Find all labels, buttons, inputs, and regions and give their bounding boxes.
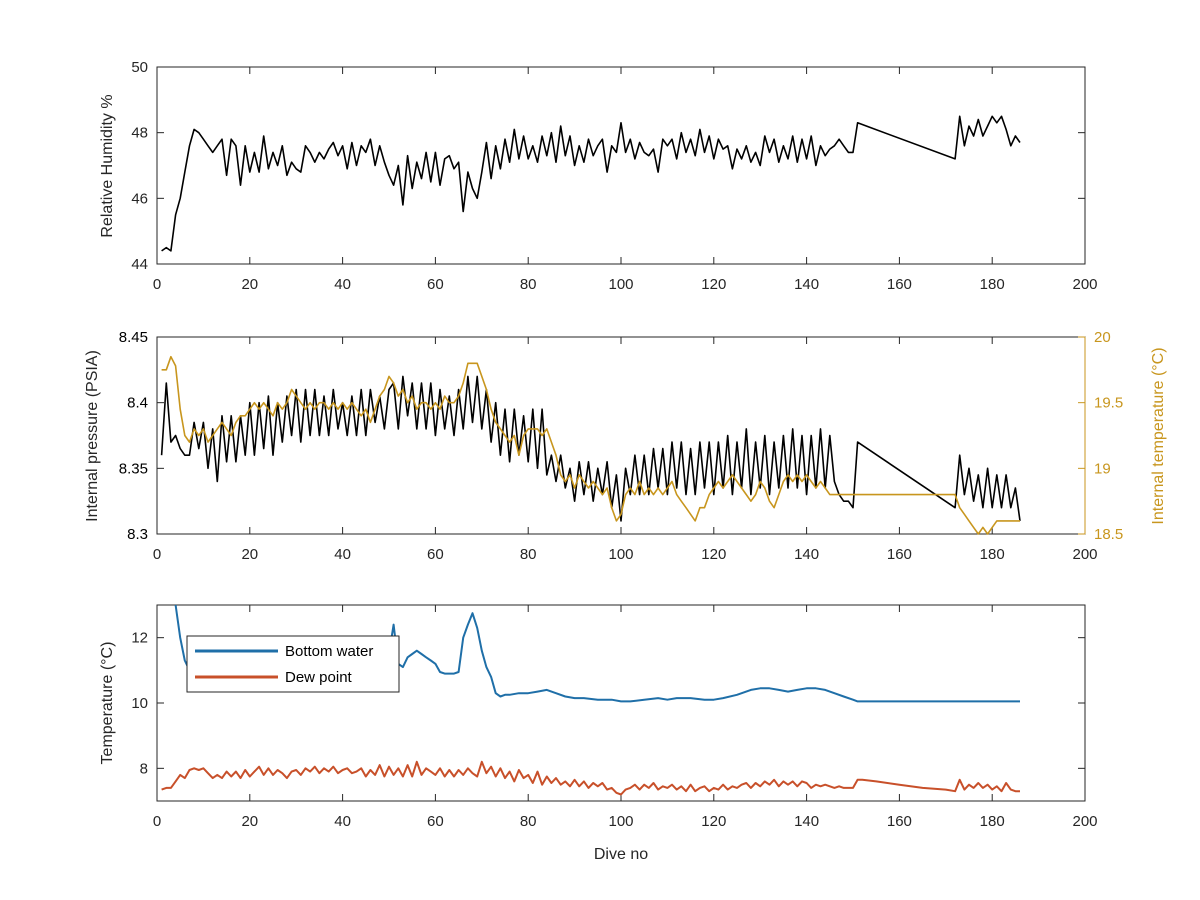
pressure-panel: 0 20 40 60 80 100 120 140 160 180 200 8.38.358.48.… xyxy=(84,329,1167,563)
temperature-right-y-tick-label: 19.5 xyxy=(1094,395,1123,412)
temperature-y-tick-label: 8 xyxy=(140,760,148,777)
humidity-y-tick-label: 50 xyxy=(131,59,148,76)
temperature-x-tick-label: 120 xyxy=(701,813,726,830)
pressure-x-tick-label: 60 xyxy=(427,546,444,563)
pressure-x-tick-label: 120 xyxy=(701,546,726,563)
legend-label-dew-point: Dew point xyxy=(285,669,353,686)
humidity-y-axis-label: Relative Humidity % xyxy=(99,94,116,237)
humidity-x-ticks: 0 20 40 60 80 100 120 140 160 180 200 xyxy=(153,67,1098,293)
pressure-series-1-line xyxy=(161,355,1020,535)
humidity-y-tick-label: 48 xyxy=(131,125,148,142)
legend-label-bottom-water: Bottom water xyxy=(285,643,373,660)
temperature-right-y-tick-label: 20 xyxy=(1094,329,1111,346)
pressure-x-tick-label: 200 xyxy=(1072,546,1097,563)
temperature-x-tick-label: 160 xyxy=(887,813,912,830)
pressure-y-tick-label: 8.3 xyxy=(127,526,148,543)
temperature-right-y-tick-label: 19 xyxy=(1094,460,1111,477)
legend: Bottom water Dew point xyxy=(186,635,400,693)
pressure-y-ticks: 8.3 8.35 8.4 8.45 xyxy=(119,329,164,543)
pressure-y-tick-label: 8.4 xyxy=(127,395,148,412)
humidity-x-tick-label: 80 xyxy=(520,276,537,293)
humidity-x-tick-label: 60 xyxy=(427,276,444,293)
humidity-x-tick-label: 0 xyxy=(153,276,161,293)
pressure-x-tick-label: 140 xyxy=(794,546,819,563)
legend-box xyxy=(186,635,400,693)
pressure-series-0-line xyxy=(160,375,1021,522)
pressure-x-tick-label: 100 xyxy=(608,546,633,563)
pressure-x-tick-label: 20 xyxy=(241,546,258,563)
temperature-right-y-tick-label: 18.5 xyxy=(1094,526,1123,543)
humidity-y-ticks: 44 46 48 50 xyxy=(131,59,1085,273)
temperature-x-tick-label: 20 xyxy=(241,813,258,830)
humidity-x-tick-label: 180 xyxy=(980,276,1005,293)
pressure-x-ticks: 0 20 40 60 80 100 120 140 160 180 200 xyxy=(153,337,1098,563)
temperature-y-axis-label: Temperature (°C) xyxy=(99,642,116,765)
humidity-x-tick-label: 140 xyxy=(794,276,819,293)
x-axis-label: Dive no xyxy=(594,846,648,863)
temperature-x-tick-label: 100 xyxy=(608,813,633,830)
temperature-x-tick-label: 80 xyxy=(520,813,537,830)
temperature-x-tick-label: 180 xyxy=(980,813,1005,830)
temperature-x-tick-label: 0 xyxy=(153,813,161,830)
pressure-x-tick-label: 180 xyxy=(980,546,1005,563)
humidity-x-tick-label: 200 xyxy=(1072,276,1097,293)
pressure-plot-area xyxy=(156,336,1086,535)
temperature-x-tick-label: 140 xyxy=(794,813,819,830)
temperature-y-ticks: 8 10 12 xyxy=(131,630,1085,777)
humidity-series-0-line xyxy=(161,115,1021,252)
pressure-x-tick-label: 0 xyxy=(153,546,161,563)
internal-temperature-y-axis-label: Internal temperature (°C) xyxy=(1150,347,1167,524)
temperature-x-tick-label: 40 xyxy=(334,813,351,830)
temperature-panel: 0 20 40 60 80 100 120 140 160 180 200 8 10 12 Temper… xyxy=(99,604,1098,863)
temperature-plot-area xyxy=(156,604,1086,802)
pressure-y-tick-label: 8.45 xyxy=(119,329,148,346)
pressure-y-tick-label: 8.35 xyxy=(119,460,148,477)
humidity-y-tick-label: 44 xyxy=(131,256,148,273)
pressure-lines xyxy=(160,355,1021,535)
humidity-x-tick-label: 20 xyxy=(241,276,258,293)
humidity-plot-area xyxy=(156,66,1086,265)
temperature-y-tick-label: 10 xyxy=(131,695,148,712)
humidity-panel: 0 20 40 60 80 100 120 140 160 180 200 44 46 48 50 Rel… xyxy=(99,59,1098,293)
humidity-x-tick-label: 40 xyxy=(334,276,351,293)
humidity-lines xyxy=(161,115,1021,252)
pressure-x-tick-label: 80 xyxy=(520,546,537,563)
humidity-x-tick-label: 160 xyxy=(887,276,912,293)
temperature-x-tick-label: 200 xyxy=(1072,813,1097,830)
pressure-x-tick-label: 40 xyxy=(334,546,351,563)
humidity-y-tick-label: 46 xyxy=(131,190,148,207)
temperature-right-y-ticks: 18.5 19 19.5 20 xyxy=(1078,329,1123,543)
humidity-x-tick-label: 120 xyxy=(701,276,726,293)
temperature-x-ticks: 0 20 40 60 80 100 120 140 160 180 200 xyxy=(153,605,1098,830)
dew-point-line xyxy=(161,760,1020,796)
pressure-x-tick-label: 160 xyxy=(887,546,912,563)
temperature-x-tick-label: 60 xyxy=(427,813,444,830)
temperature-y-tick-label: 12 xyxy=(131,630,148,647)
pressure-y-axis-label: Internal pressure (PSIA) xyxy=(84,350,101,522)
humidity-x-tick-label: 100 xyxy=(608,276,633,293)
